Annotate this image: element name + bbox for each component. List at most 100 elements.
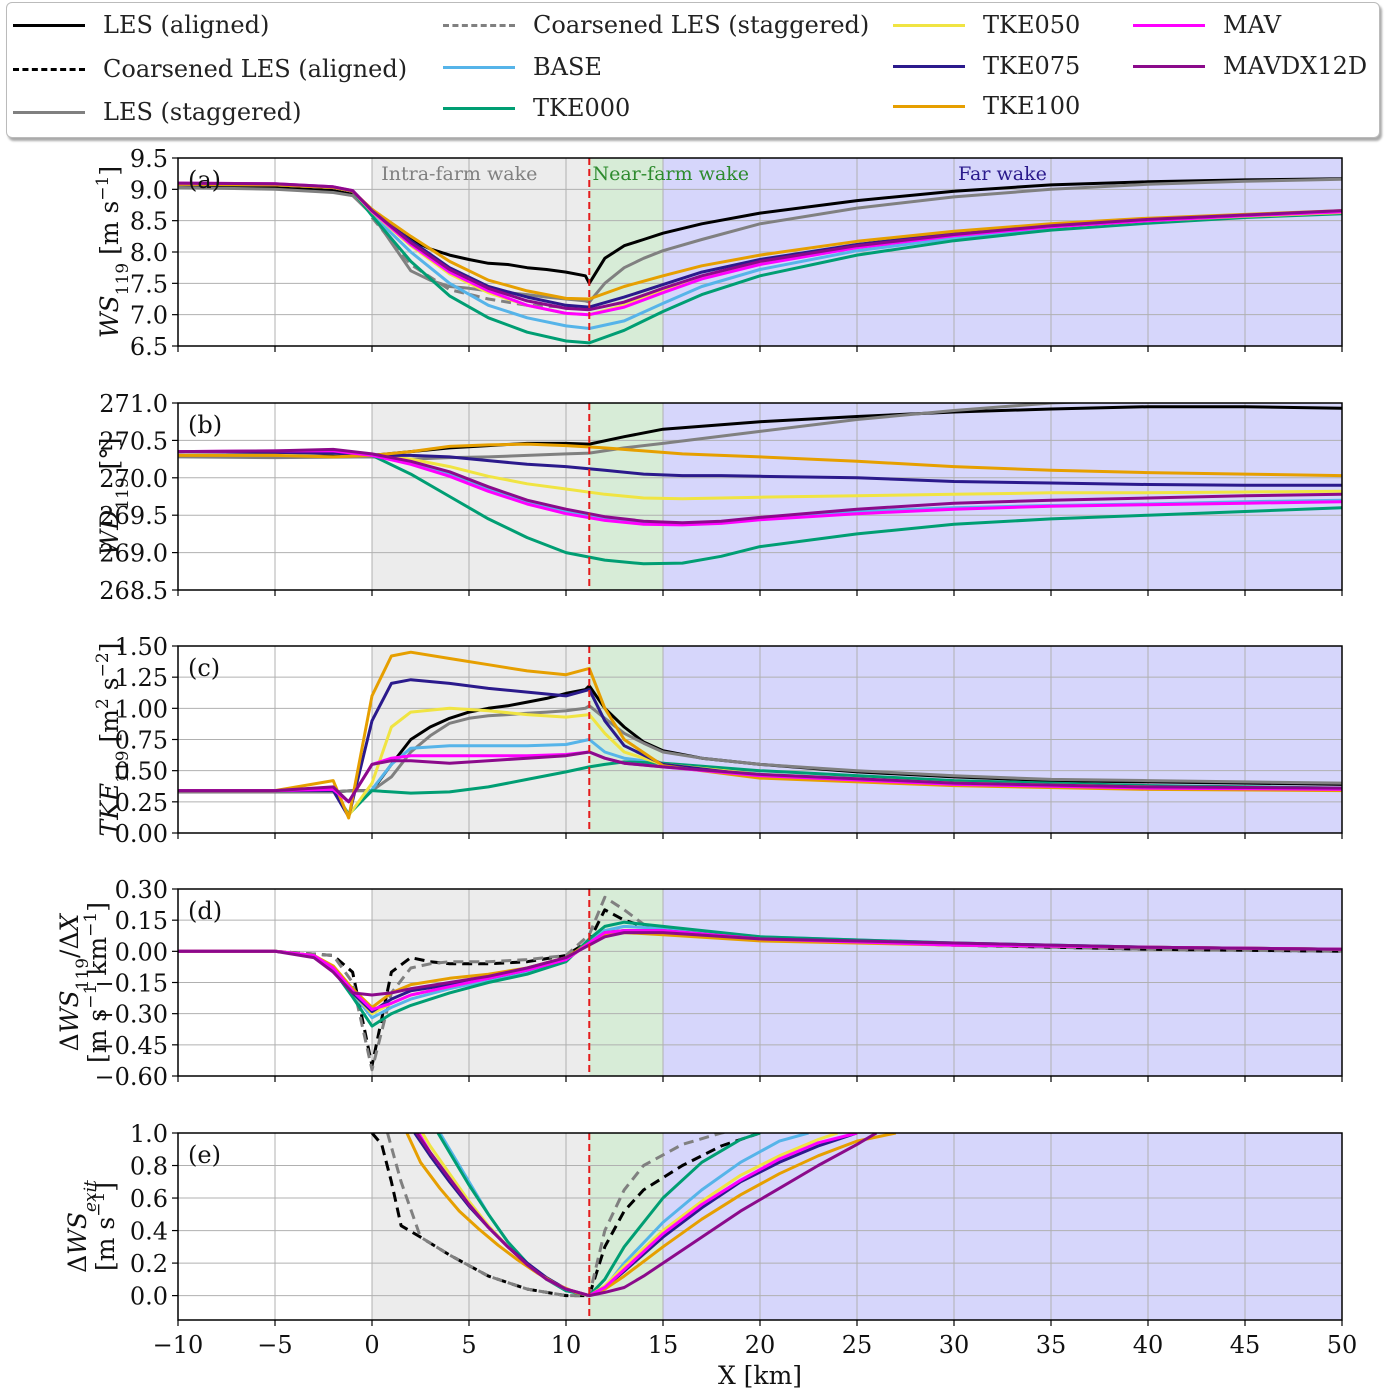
y-axis-label-part: −1 [81,912,101,937]
y-tick-label: 0.30 [115,876,168,904]
y-axis-label: WD119 [°] [95,437,133,555]
legend-label: LES (staggered) [103,98,302,126]
series-line-mavdx12d [178,181,1342,312]
legend-swatch [443,23,515,27]
y-tick-label: 0.6 [130,1185,168,1213]
y-axis-label-part: −1 [81,984,101,1009]
y-axis-label-part: WS [95,295,124,338]
series-group [178,650,1342,820]
y-tick-label: 1.50 [115,633,168,661]
legend-label: TKE000 [533,94,631,122]
y-tick-label: −0.30 [94,1001,168,1029]
x-tick-label: 20 [745,1331,776,1359]
legend-label: Coarsened LES (staggered) [533,11,870,39]
y-axis-label-part: Δ [55,1033,84,1051]
y-tick-label: 8.0 [130,239,168,267]
y-tick-label: 0.00 [115,820,168,848]
y-tick-label: 268.5 [99,577,168,605]
y-axis-label-part: ] [95,166,124,176]
y-axis-label-part: [m s [95,201,124,263]
x-tick-label: 10 [551,1331,582,1359]
series-group [178,895,1342,1072]
legend-item-tke000: TKE000 [443,88,630,128]
panel-label: (e) [188,1141,221,1169]
legend-item-mav: MAV [1133,5,1281,45]
legend-item-coarsened-les-staggered: Coarsened LES (staggered) [443,5,869,45]
y-axis-label-part: 119 [113,263,133,295]
region-intra [372,1133,590,1320]
y-tick-label: 270.0 [99,465,168,493]
y-axis-label-part: /Δ [55,931,84,957]
legend-label: TKE050 [983,11,1081,39]
y-axis-label: ΔWSexit [63,1180,101,1273]
legend-item-tke075: TKE075 [893,46,1080,86]
legend-swatch [1133,64,1205,68]
legend-swatch [893,23,965,27]
region-far [663,1133,1342,1320]
series-line-coarsened-les-staggered- [178,895,1342,1072]
y-axis-label-part: Δ [63,1255,92,1273]
y-axis-label-part: exit [81,1180,101,1212]
y-axis-label-part: 119 [73,958,93,990]
y-tick-label: 1.0 [130,1120,168,1148]
legend-item-tke100: TKE100 [893,86,1080,126]
x-tick-label: 50 [1327,1331,1358,1359]
x-tick-label: 25 [842,1331,873,1359]
y-tick-label: −0.45 [94,1032,168,1060]
y-axis-label-part: s [95,677,124,698]
y-axis-label-part: −1 [89,1192,109,1217]
legend-swatch [13,110,85,114]
legend-swatch [443,106,515,110]
region-intra [372,403,590,590]
x-tick-label: 5 [461,1331,476,1359]
panel-label: (d) [188,897,222,925]
y-axis-label-part: −2 [93,652,113,677]
legend-label: MAV [1223,11,1282,39]
y-axis-label-units: [m s−1 km−1] [81,902,112,1063]
y-axis-label-units: [m s−1] [89,1182,120,1271]
y-tick-label: 0.00 [115,938,168,966]
y-tick-label: 270.5 [99,427,168,455]
y-tick-label: 6.5 [130,333,168,361]
y-axis-label-part: −1 [93,176,113,201]
series-line-mavdx12d [178,447,1342,525]
y-axis-label-part: km [83,937,112,984]
series-line-mavdx12d [415,1133,878,1298]
y-tick-label: 0.2 [130,1250,168,1278]
x-tick-label: 40 [1133,1331,1164,1359]
series-line-tke100 [178,650,1342,820]
legend-label: TKE100 [983,92,1081,120]
x-tick-label: 45 [1230,1331,1261,1359]
legend-swatch [1133,23,1205,27]
x-tick-label: 30 [939,1331,970,1359]
region-label-far: Far wake [958,163,1047,185]
x-tick-label: 35 [1036,1331,1067,1359]
y-tick-label: 0.50 [115,758,168,786]
legend-swatch [893,64,965,68]
y-tick-label: 271.0 [99,390,168,418]
y-tick-label: 0.75 [115,727,168,755]
y-axis-label-part: TKE [95,783,124,837]
legend-label: TKE075 [983,52,1081,80]
y-axis-label-part: WD [95,510,124,556]
y-axis-label-part: ] [83,902,112,912]
y-axis-label-part: WS [63,1212,92,1255]
y-axis-label-part: [°] [95,437,124,477]
legend-item-mavdx12d: MAVDX12D [1133,46,1367,86]
legend-swatch [443,65,515,69]
y-tick-label: 0.0 [130,1283,168,1311]
series-line-mav [178,449,1342,527]
y-axis-label: ΔWS119/ΔX [55,912,93,1051]
y-axis-label-part: ] [91,1182,120,1192]
legend-swatch [893,104,965,108]
y-axis-label-part: [m s [83,1009,112,1063]
legend-swatch [13,23,85,27]
series-line-mavdx12d [178,931,1342,997]
x-tick-label: −5 [257,1331,292,1359]
y-axis-label-part: [m s [91,1217,120,1271]
y-axis-label-part: [m [95,709,124,751]
y-tick-label: 9.5 [130,145,168,173]
series-line-tke000 [178,450,1342,566]
x-tick-label: 15 [648,1331,679,1359]
y-axis-label-part: WS [55,990,84,1033]
